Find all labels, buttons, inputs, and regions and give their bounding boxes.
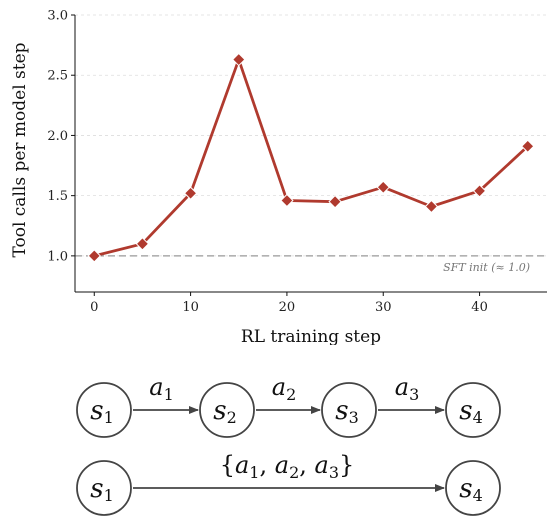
action-diagram: s1 s2 s3 s4 a1 a2 a3 s1 s4 {a1, a2, a3}: [0, 345, 550, 517]
x-tick-label-0: 0: [90, 300, 98, 315]
y-tick-label-2: 2.0: [47, 129, 68, 144]
diagram-content: s1 s2 s3 s4 a1 a2 a3 s1 s4 {a1, a2, a3}: [77, 373, 500, 515]
action-label-2: a3: [395, 373, 420, 404]
data-point-3: [233, 54, 245, 66]
data-point-5: [329, 196, 341, 208]
x-tick-label-1: 10: [182, 300, 199, 315]
data-point-0: [88, 250, 100, 262]
y-tick-label-1: 1.5: [47, 189, 68, 204]
reference-line-label: SFT init (≈ 1.0): [443, 261, 530, 274]
data-point-4: [281, 194, 293, 206]
action-label-0: a1: [149, 373, 174, 404]
state-row1-3: s4: [446, 383, 500, 437]
y-axis-label: Tool calls per model step: [10, 42, 30, 257]
state-row2-1: s4: [446, 461, 500, 515]
x-axis-label: RL training step: [241, 327, 381, 345]
x-tick-label-3: 30: [375, 300, 392, 315]
tick-labels: 1.0 1.5 2.0 2.5 3.0 0 10 20 30 40: [47, 9, 488, 316]
state-row1-1: s2: [200, 383, 254, 437]
grid-lines: [75, 15, 547, 256]
action-label-1: a2: [272, 373, 297, 404]
y-tick-label-0: 1.0: [47, 249, 68, 264]
x-tick-label-4: 40: [471, 300, 488, 315]
x-tick-label-2: 20: [279, 300, 296, 315]
data-point-6: [377, 181, 389, 193]
state-row1-0: s1: [77, 383, 131, 437]
axes: [75, 15, 547, 292]
y-tick-label-3: 2.5: [47, 69, 68, 84]
series-line-0: [94, 60, 527, 256]
series: [88, 54, 533, 262]
state-row1-2: s3: [322, 383, 376, 437]
data-point-7: [425, 200, 437, 212]
tool-calls-line-chart: 1.0 1.5 2.0 2.5 3.0 0 10 20 30 40 RL training ste…: [0, 0, 550, 345]
action-set-label: {a1, a2, a3}: [220, 451, 355, 482]
y-tick-label-4: 3.0: [47, 9, 68, 24]
state-row2-0: s1: [77, 461, 131, 515]
